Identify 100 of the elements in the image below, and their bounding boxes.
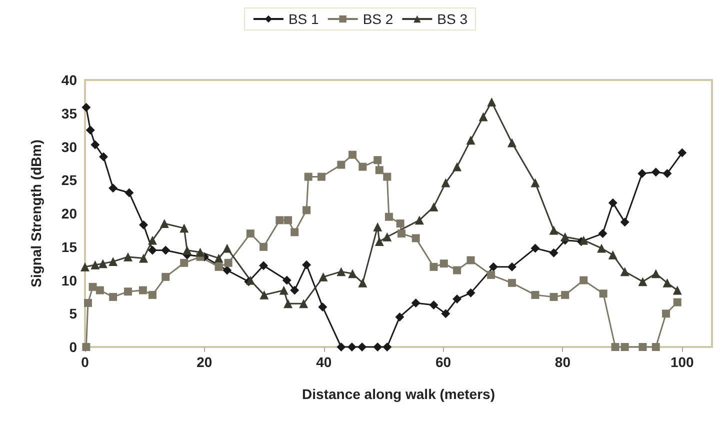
point	[109, 292, 118, 301]
point	[348, 150, 357, 159]
point	[98, 259, 108, 268]
point	[260, 290, 269, 300]
point	[487, 270, 496, 279]
point	[374, 237, 384, 246]
legend-label: BS 2	[362, 11, 394, 27]
point	[638, 168, 647, 178]
point	[337, 160, 346, 169]
point	[508, 278, 516, 287]
point	[411, 298, 420, 308]
point	[429, 300, 438, 310]
point	[620, 343, 629, 351]
point	[246, 230, 254, 238]
point	[597, 244, 606, 253]
point	[466, 256, 475, 264]
point	[290, 228, 299, 236]
point	[478, 112, 488, 122]
point	[358, 342, 367, 352]
point	[414, 216, 424, 225]
point	[148, 290, 156, 299]
y-tick-label: 15	[61, 238, 78, 255]
point	[259, 261, 268, 270]
point	[284, 216, 292, 224]
point	[222, 266, 232, 275]
point	[318, 272, 328, 282]
y-tick-label: 0	[69, 339, 78, 355]
point	[375, 166, 384, 174]
y-tick-label: 10	[61, 272, 78, 288]
point	[302, 260, 312, 270]
point	[651, 168, 660, 177]
point	[507, 262, 516, 272]
point	[96, 286, 104, 294]
point	[453, 266, 462, 274]
point	[276, 216, 284, 224]
point	[279, 286, 288, 295]
point	[182, 246, 192, 255]
point	[148, 246, 157, 255]
point	[598, 229, 608, 238]
point	[652, 343, 660, 351]
point	[284, 299, 293, 308]
point	[290, 286, 300, 295]
point	[108, 184, 118, 193]
point	[347, 342, 356, 352]
point	[599, 290, 608, 298]
point	[358, 278, 368, 288]
point	[124, 288, 132, 296]
point	[222, 244, 232, 253]
point	[396, 220, 404, 228]
point	[214, 262, 223, 271]
point	[336, 267, 346, 276]
point	[678, 148, 687, 158]
point	[84, 298, 92, 307]
x-tick-label: 60	[435, 354, 452, 370]
point	[638, 277, 648, 286]
y-tick-label: 5	[69, 306, 78, 322]
y-tick-label: 25	[61, 172, 78, 188]
point	[214, 254, 224, 263]
point	[662, 310, 670, 318]
point	[429, 202, 438, 212]
point	[397, 230, 406, 238]
legend-label: BS 3	[437, 11, 468, 27]
point	[358, 162, 367, 171]
x-tick-label: 20	[196, 354, 212, 370]
point	[383, 172, 392, 181]
point	[561, 290, 570, 299]
point	[99, 152, 108, 162]
point	[373, 342, 382, 352]
x-axis-title: Distance along walk (meters)	[302, 386, 495, 402]
point	[672, 286, 682, 295]
legend-label: BS 1	[288, 11, 320, 27]
point	[161, 246, 170, 255]
point	[384, 212, 393, 221]
point	[374, 156, 382, 164]
point	[180, 258, 188, 267]
point	[304, 172, 312, 181]
point	[662, 168, 672, 178]
point	[180, 224, 189, 233]
point	[123, 252, 132, 262]
point	[549, 248, 558, 258]
point	[430, 262, 438, 271]
point	[80, 262, 90, 272]
point	[466, 136, 476, 145]
x-tick-label: 80	[554, 354, 571, 370]
point	[299, 299, 308, 308]
point	[260, 242, 268, 251]
y-tick-label: 35	[61, 105, 78, 122]
point	[318, 302, 328, 312]
point	[620, 218, 630, 227]
point	[88, 282, 97, 291]
point	[395, 312, 404, 322]
point	[466, 288, 476, 298]
point	[348, 269, 358, 278]
point	[550, 292, 558, 301]
y-axis-title: Signal Strength (dBm)	[28, 140, 44, 288]
point	[452, 294, 462, 304]
point	[162, 272, 170, 281]
point	[560, 232, 570, 242]
point	[139, 220, 148, 230]
point	[487, 98, 496, 107]
